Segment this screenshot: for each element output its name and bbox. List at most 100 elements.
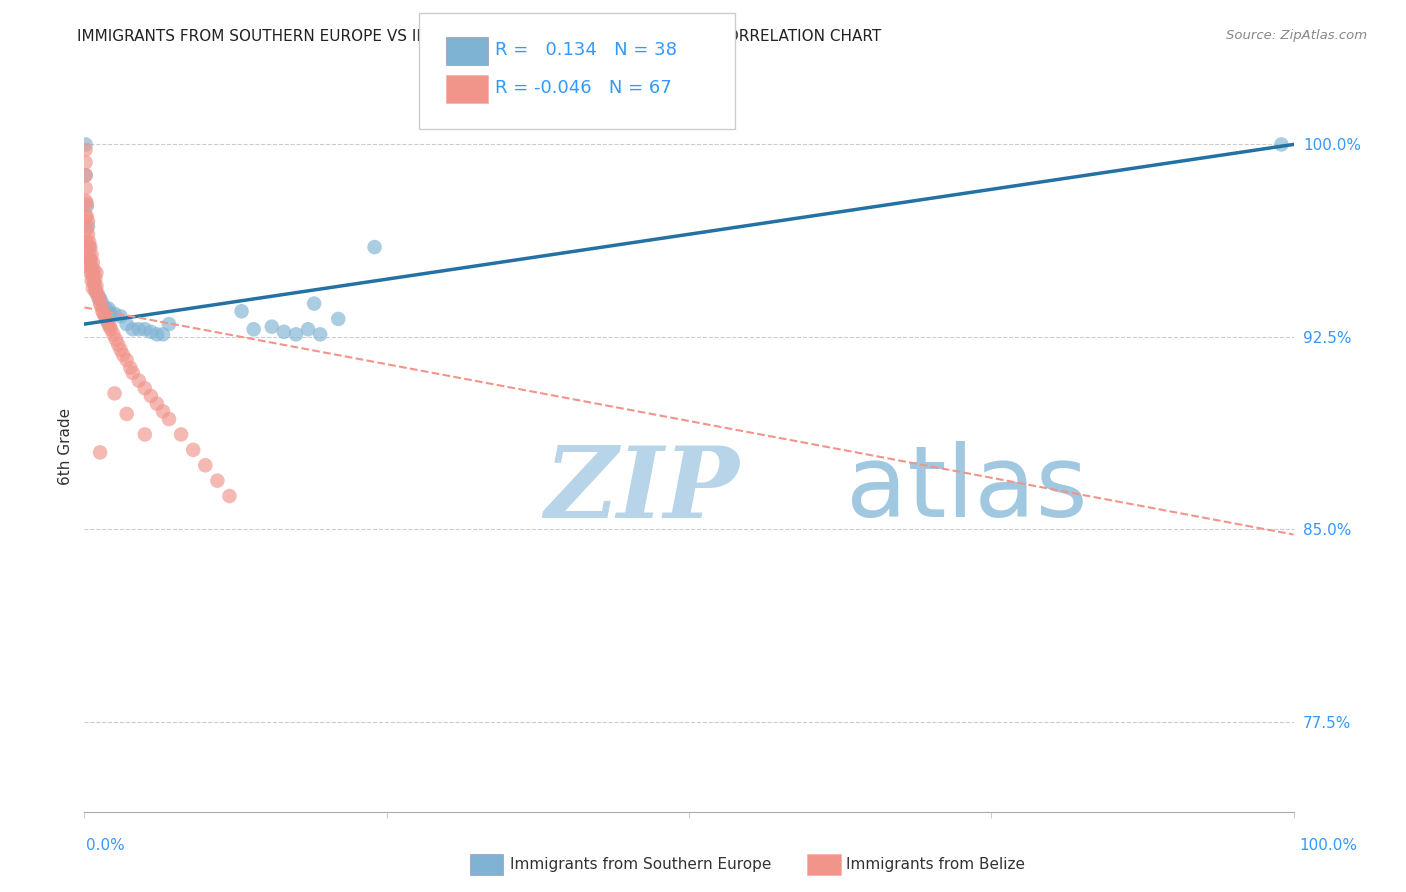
- Point: [104, 307, 127, 321]
- Point: [84, 284, 107, 298]
- Text: Immigrants from Belize: Immigrants from Belize: [846, 857, 1025, 871]
- Point: [139, 389, 162, 403]
- Point: [77, 252, 100, 267]
- Point: [77, 227, 100, 242]
- Point: [77, 260, 100, 275]
- Point: [284, 327, 308, 342]
- Point: [90, 299, 112, 313]
- Point: [77, 214, 100, 228]
- Text: R =   0.134   N = 38: R = 0.134 N = 38: [495, 41, 676, 59]
- Point: [98, 319, 121, 334]
- Point: [86, 266, 108, 280]
- Point: [94, 301, 117, 316]
- Point: [76, 235, 98, 249]
- Point: [115, 317, 138, 331]
- Point: [115, 407, 138, 421]
- Point: [93, 307, 115, 321]
- Point: [157, 317, 180, 331]
- Point: [297, 322, 319, 336]
- Point: [80, 260, 103, 275]
- Point: [91, 304, 114, 318]
- Point: [79, 266, 101, 280]
- Point: [86, 286, 108, 301]
- Point: [146, 327, 169, 342]
- Point: [104, 333, 127, 347]
- Point: [242, 322, 264, 336]
- Point: [107, 337, 129, 351]
- Point: [104, 386, 127, 401]
- Point: [82, 266, 104, 280]
- Point: [75, 168, 97, 182]
- Point: [110, 310, 132, 324]
- Point: [82, 255, 104, 269]
- Point: [146, 397, 169, 411]
- Point: [89, 445, 111, 459]
- Point: [121, 366, 143, 380]
- Point: [120, 360, 142, 375]
- Point: [80, 260, 103, 275]
- Point: [134, 427, 156, 442]
- Point: [96, 314, 118, 328]
- Point: [121, 322, 143, 336]
- Point: [128, 322, 150, 336]
- Point: [76, 199, 98, 213]
- Point: [75, 194, 97, 208]
- Text: 0.0%: 0.0%: [86, 838, 125, 853]
- Point: [80, 273, 103, 287]
- Point: [89, 296, 111, 310]
- Point: [79, 252, 101, 267]
- Point: [152, 404, 174, 418]
- Point: [273, 325, 295, 339]
- Point: [181, 442, 204, 457]
- Point: [75, 155, 97, 169]
- Point: [152, 327, 174, 342]
- Point: [77, 235, 100, 249]
- Point: [1270, 137, 1292, 152]
- Point: [79, 240, 101, 254]
- Text: ZIP: ZIP: [544, 442, 738, 538]
- Point: [218, 489, 240, 503]
- Point: [363, 240, 385, 254]
- Point: [134, 381, 156, 395]
- Point: [75, 143, 97, 157]
- Point: [76, 222, 98, 236]
- Text: atlas: atlas: [846, 442, 1088, 539]
- Point: [75, 168, 97, 182]
- Point: [170, 427, 193, 442]
- Point: [231, 304, 253, 318]
- Point: [77, 219, 100, 234]
- Point: [100, 322, 122, 336]
- Point: [91, 296, 114, 310]
- Point: [75, 209, 97, 223]
- Text: IMMIGRANTS FROM SOUTHERN EUROPE VS IMMIGRANTS FROM BELIZE 6TH GRADE CORRELATION : IMMIGRANTS FROM SOUTHERN EUROPE VS IMMIG…: [77, 29, 882, 44]
- Point: [82, 281, 104, 295]
- Point: [112, 348, 135, 362]
- Point: [80, 248, 103, 262]
- Point: [157, 412, 180, 426]
- Point: [76, 209, 98, 223]
- Point: [100, 307, 122, 321]
- Point: [309, 327, 332, 342]
- Point: [207, 474, 229, 488]
- Point: [76, 196, 98, 211]
- Point: [86, 278, 108, 293]
- Point: [139, 325, 162, 339]
- Point: [77, 240, 100, 254]
- Text: Immigrants from Southern Europe: Immigrants from Southern Europe: [510, 857, 772, 871]
- Point: [260, 319, 283, 334]
- Y-axis label: 6th Grade: 6th Grade: [58, 408, 73, 484]
- Point: [134, 322, 156, 336]
- Point: [77, 248, 100, 262]
- Point: [79, 252, 101, 267]
- Point: [97, 301, 120, 316]
- Text: R = -0.046   N = 67: R = -0.046 N = 67: [495, 79, 672, 97]
- Point: [75, 137, 97, 152]
- Text: 100.0%: 100.0%: [1299, 838, 1358, 853]
- Point: [84, 271, 107, 285]
- Point: [128, 374, 150, 388]
- Point: [115, 353, 138, 368]
- Point: [89, 292, 111, 306]
- Point: [75, 181, 97, 195]
- Point: [83, 276, 105, 290]
- Point: [87, 292, 110, 306]
